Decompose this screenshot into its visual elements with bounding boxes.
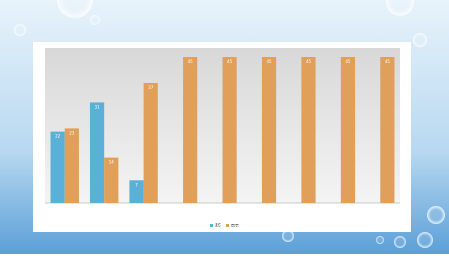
bar bbox=[301, 57, 315, 203]
bar bbox=[183, 57, 197, 203]
data-label: 7 bbox=[135, 182, 138, 187]
data-label: 0 bbox=[332, 205, 335, 210]
bar bbox=[223, 57, 237, 203]
data-label: 14 bbox=[109, 160, 115, 165]
bar bbox=[262, 57, 276, 203]
bar bbox=[341, 57, 355, 203]
data-label: 45 bbox=[188, 59, 194, 64]
data-label: 37 bbox=[148, 85, 154, 90]
data-label: 23 bbox=[69, 130, 75, 135]
bar bbox=[380, 57, 394, 203]
legend-label: ඔව් bbox=[215, 223, 221, 228]
legend-swatch bbox=[210, 224, 213, 227]
bar bbox=[90, 102, 104, 203]
data-label: 45 bbox=[306, 59, 312, 64]
data-label: 45 bbox=[227, 59, 233, 64]
bar bbox=[51, 132, 65, 203]
data-label: 45 bbox=[266, 59, 272, 64]
data-label: 31 bbox=[95, 104, 101, 109]
data-label: 45 bbox=[345, 59, 351, 64]
bar bbox=[144, 83, 158, 203]
bar bbox=[65, 128, 79, 203]
legend-swatch bbox=[226, 224, 229, 227]
data-label: 45 bbox=[385, 59, 391, 64]
legend-label: නැත bbox=[231, 223, 239, 228]
data-label: 22 bbox=[55, 134, 61, 139]
slide: 2223311473745454504504545ඔව්නැත bbox=[0, 0, 449, 254]
